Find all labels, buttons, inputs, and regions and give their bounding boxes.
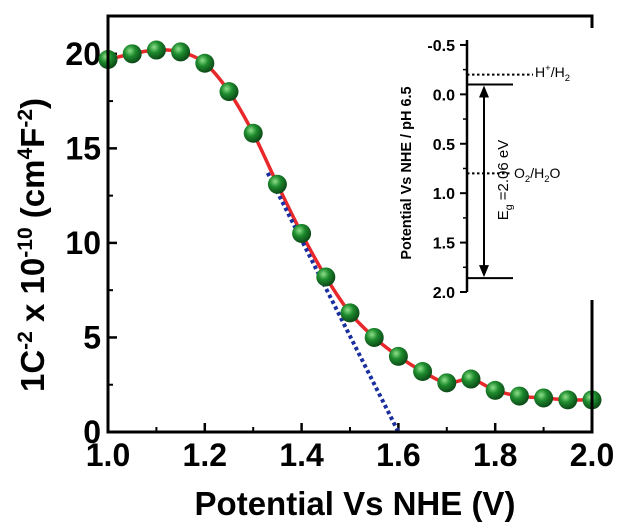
data-point (413, 361, 433, 381)
data-point (461, 369, 481, 389)
data-point (340, 303, 360, 323)
level-label-h-plus-h2: H+/H2 (535, 63, 570, 84)
data-point (292, 223, 312, 243)
inset-energy-diagram: -0.5 0.0 0.5 1.0 1.5 2.0 Potential Vs NHE / p… (392, 28, 602, 302)
gap-arrow-head-top (479, 85, 489, 98)
x-tick-label: 1.4 (279, 437, 324, 473)
y-tick-label: 15 (65, 130, 101, 166)
data-point (558, 390, 578, 410)
inset-tick-labels: -0.5 0.0 0.5 1.0 1.5 2.0 (427, 38, 455, 302)
data-point (171, 42, 191, 62)
inset-tick-label: 1.0 (433, 186, 455, 203)
x-tick-label: 1.6 (376, 437, 420, 473)
y-tick-label: 5 (83, 319, 101, 355)
y-axis-title: 1C-2 x 10-10 (cm4F-2) (14, 98, 51, 392)
data-point (437, 373, 457, 393)
band-gap-label: Eg =2.06 eV (495, 140, 515, 221)
level-label-o2-h2o: O2/H2O (514, 165, 560, 185)
x-tick-label: 1.2 (183, 437, 227, 473)
x-axis-title: Potential Vs NHE (V) (195, 485, 516, 522)
data-point (219, 82, 239, 102)
inset-tick-label: 0.0 (433, 87, 455, 104)
data-point (388, 346, 408, 366)
inset-tick-label: 1.5 (433, 236, 455, 253)
inset-levels (467, 73, 533, 280)
inset-tick-marks (460, 43, 467, 293)
main-chart: 1.0 1.2 1.4 1.6 1.8 2.0 0 5 10 15 20 Potential Vs … (14, 14, 614, 522)
data-point (267, 174, 287, 194)
data-point (534, 388, 554, 408)
data-point (485, 380, 505, 400)
y-tick-label: 20 (65, 36, 101, 72)
data-point (195, 53, 215, 73)
data-point (316, 267, 336, 287)
y-tick-label: 0 (83, 414, 101, 450)
x-tick-label: 1.0 (86, 437, 130, 473)
inset-tick-label: 2.0 (433, 285, 455, 302)
inset-background (392, 28, 602, 300)
x-tick-label: 1.8 (473, 437, 517, 473)
data-point (243, 123, 263, 143)
tangent-line (265, 172, 401, 433)
data-point (509, 386, 529, 406)
data-point (146, 40, 166, 60)
inset-tick-label: 0.5 (433, 137, 455, 154)
data-points (98, 40, 602, 410)
inset-y-axis-title: Potential Vs NHE / pH 6.5 (399, 86, 415, 259)
inset-gap-arrow (479, 85, 489, 278)
x-tick-label: 2.0 (570, 437, 614, 473)
data-point (364, 327, 384, 347)
y-tick-label: 10 (65, 225, 101, 261)
inset-tick-label: -0.5 (427, 38, 455, 55)
main-tick-labels: 1.0 1.2 1.4 1.6 1.8 2.0 0 5 10 15 20 (65, 36, 614, 473)
data-point (122, 44, 142, 64)
gap-arrow-head-bottom (479, 265, 489, 278)
